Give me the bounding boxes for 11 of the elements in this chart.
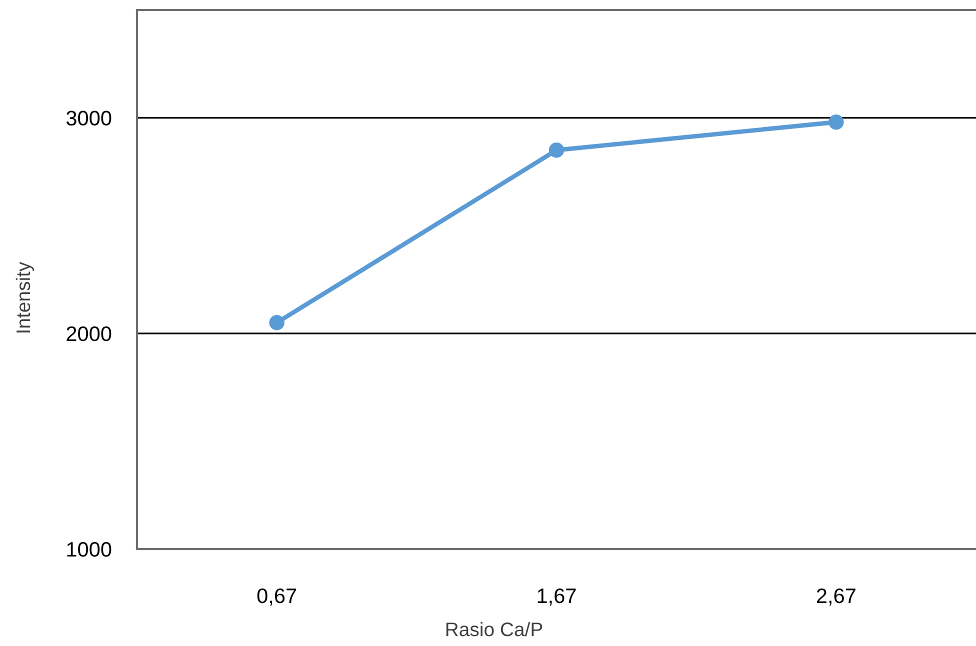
x-axis-title: Rasio Ca/P — [446, 622, 542, 636]
x-tick-label: 1,67 — [538, 588, 576, 606]
point — [828, 114, 844, 130]
x-tick-label: 2,67 — [816, 588, 856, 606]
y-tick-label: 2000 — [66, 326, 112, 342]
point — [269, 314, 284, 330]
y-tick-label: 3000 — [66, 110, 112, 126]
x-tick-label: 0,67 — [257, 588, 296, 606]
y-tick-label: 1000 — [67, 542, 112, 557]
point — [548, 142, 564, 158]
y-axis-title: Intensity — [16, 262, 34, 332]
